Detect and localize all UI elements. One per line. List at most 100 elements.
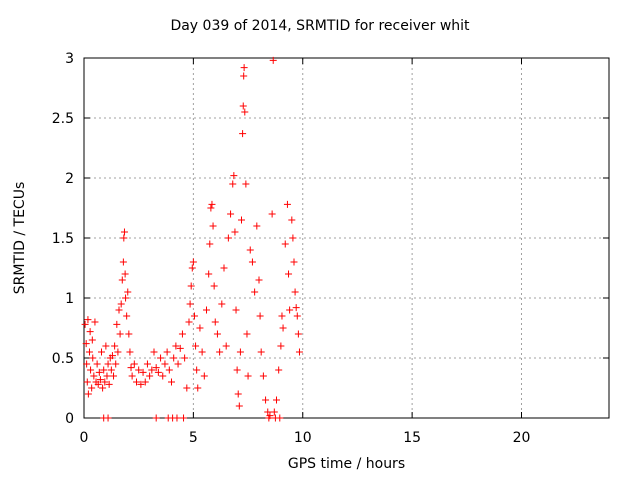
data-point bbox=[104, 360, 112, 368]
data-point bbox=[236, 348, 244, 356]
data-point bbox=[120, 234, 128, 242]
data-point bbox=[89, 354, 97, 362]
data-point bbox=[239, 130, 247, 138]
data-point bbox=[238, 216, 245, 224]
data-point bbox=[256, 312, 264, 320]
data-point bbox=[227, 210, 235, 218]
data-point bbox=[193, 366, 201, 374]
data-point bbox=[102, 342, 110, 350]
x-axis-label: GPS time / hours bbox=[287, 456, 406, 472]
data-point bbox=[262, 396, 270, 404]
data-point bbox=[115, 306, 123, 314]
data-point bbox=[257, 348, 265, 356]
data-point bbox=[186, 300, 194, 308]
data-point bbox=[185, 318, 193, 326]
data-point bbox=[240, 72, 248, 80]
data-point bbox=[137, 380, 145, 388]
data-point bbox=[216, 348, 224, 356]
data-point bbox=[120, 228, 128, 236]
y-tick-label: 3 bbox=[65, 51, 74, 67]
data-point bbox=[273, 396, 280, 404]
data-point bbox=[192, 342, 200, 350]
data-point bbox=[110, 372, 118, 380]
data-point bbox=[107, 366, 115, 374]
data-point bbox=[119, 258, 127, 266]
data-point bbox=[118, 276, 126, 284]
y-tick-label: 1.5 bbox=[52, 231, 74, 247]
data-point bbox=[295, 348, 303, 356]
data-point bbox=[154, 368, 162, 376]
data-point bbox=[84, 316, 92, 324]
y-tick-label: 0 bbox=[65, 411, 74, 427]
data-point bbox=[170, 354, 178, 362]
data-point bbox=[239, 102, 247, 110]
data-point bbox=[157, 354, 165, 362]
data-point bbox=[278, 312, 286, 320]
data-point bbox=[241, 108, 249, 116]
data-point bbox=[270, 408, 278, 416]
data-point bbox=[246, 246, 254, 254]
data-point bbox=[281, 240, 289, 248]
data-point bbox=[269, 56, 277, 64]
data-point bbox=[152, 414, 160, 422]
data-point bbox=[285, 270, 293, 278]
data-point bbox=[286, 306, 294, 314]
y-axis-label: SRMTID / TECUs bbox=[12, 181, 28, 295]
data-point bbox=[251, 288, 259, 296]
data-point bbox=[207, 204, 215, 212]
data-point bbox=[213, 330, 221, 338]
data-point bbox=[148, 366, 156, 374]
data-point bbox=[276, 414, 284, 422]
data-point bbox=[265, 414, 273, 422]
data-point bbox=[86, 328, 94, 336]
point-layer bbox=[81, 56, 303, 422]
data-point bbox=[146, 372, 154, 380]
data-point bbox=[88, 336, 96, 344]
data-point bbox=[93, 360, 101, 368]
data-point bbox=[88, 384, 96, 392]
data-point bbox=[203, 306, 210, 314]
data-point bbox=[103, 372, 111, 380]
data-point bbox=[264, 408, 272, 416]
data-point bbox=[135, 366, 143, 374]
data-point bbox=[208, 200, 216, 208]
data-point bbox=[198, 348, 206, 356]
data-point bbox=[234, 390, 242, 398]
data-point bbox=[194, 384, 202, 392]
data-point bbox=[187, 282, 195, 290]
x-tick-label: 15 bbox=[403, 430, 421, 446]
data-point bbox=[85, 348, 93, 356]
data-point bbox=[222, 342, 230, 350]
data-point bbox=[90, 372, 98, 380]
data-point bbox=[83, 378, 91, 386]
data-point bbox=[218, 300, 226, 308]
tick-layer: 0 0.5 1 1.5 2 2.5 3 0 5 10 15 20 bbox=[52, 51, 609, 446]
data-point bbox=[141, 378, 149, 386]
data-point bbox=[99, 384, 107, 392]
data-point bbox=[242, 180, 250, 188]
data-point bbox=[200, 372, 208, 380]
data-point bbox=[196, 324, 204, 332]
data-point bbox=[229, 180, 237, 188]
data-point bbox=[183, 384, 191, 392]
data-point bbox=[293, 312, 301, 320]
data-point bbox=[209, 222, 217, 230]
data-point bbox=[116, 330, 124, 338]
data-point bbox=[82, 340, 90, 348]
data-point bbox=[130, 360, 138, 368]
data-point bbox=[248, 258, 256, 266]
data-point bbox=[255, 276, 263, 284]
data-point bbox=[165, 366, 173, 374]
data-point bbox=[168, 378, 175, 386]
data-point bbox=[289, 234, 297, 242]
data-point bbox=[232, 306, 240, 314]
data-point bbox=[127, 364, 135, 372]
data-point bbox=[230, 172, 238, 180]
data-point bbox=[240, 64, 248, 72]
data-point bbox=[277, 342, 285, 350]
data-point bbox=[290, 258, 298, 266]
data-point bbox=[190, 312, 198, 320]
data-point bbox=[113, 320, 121, 328]
data-point bbox=[101, 378, 109, 386]
